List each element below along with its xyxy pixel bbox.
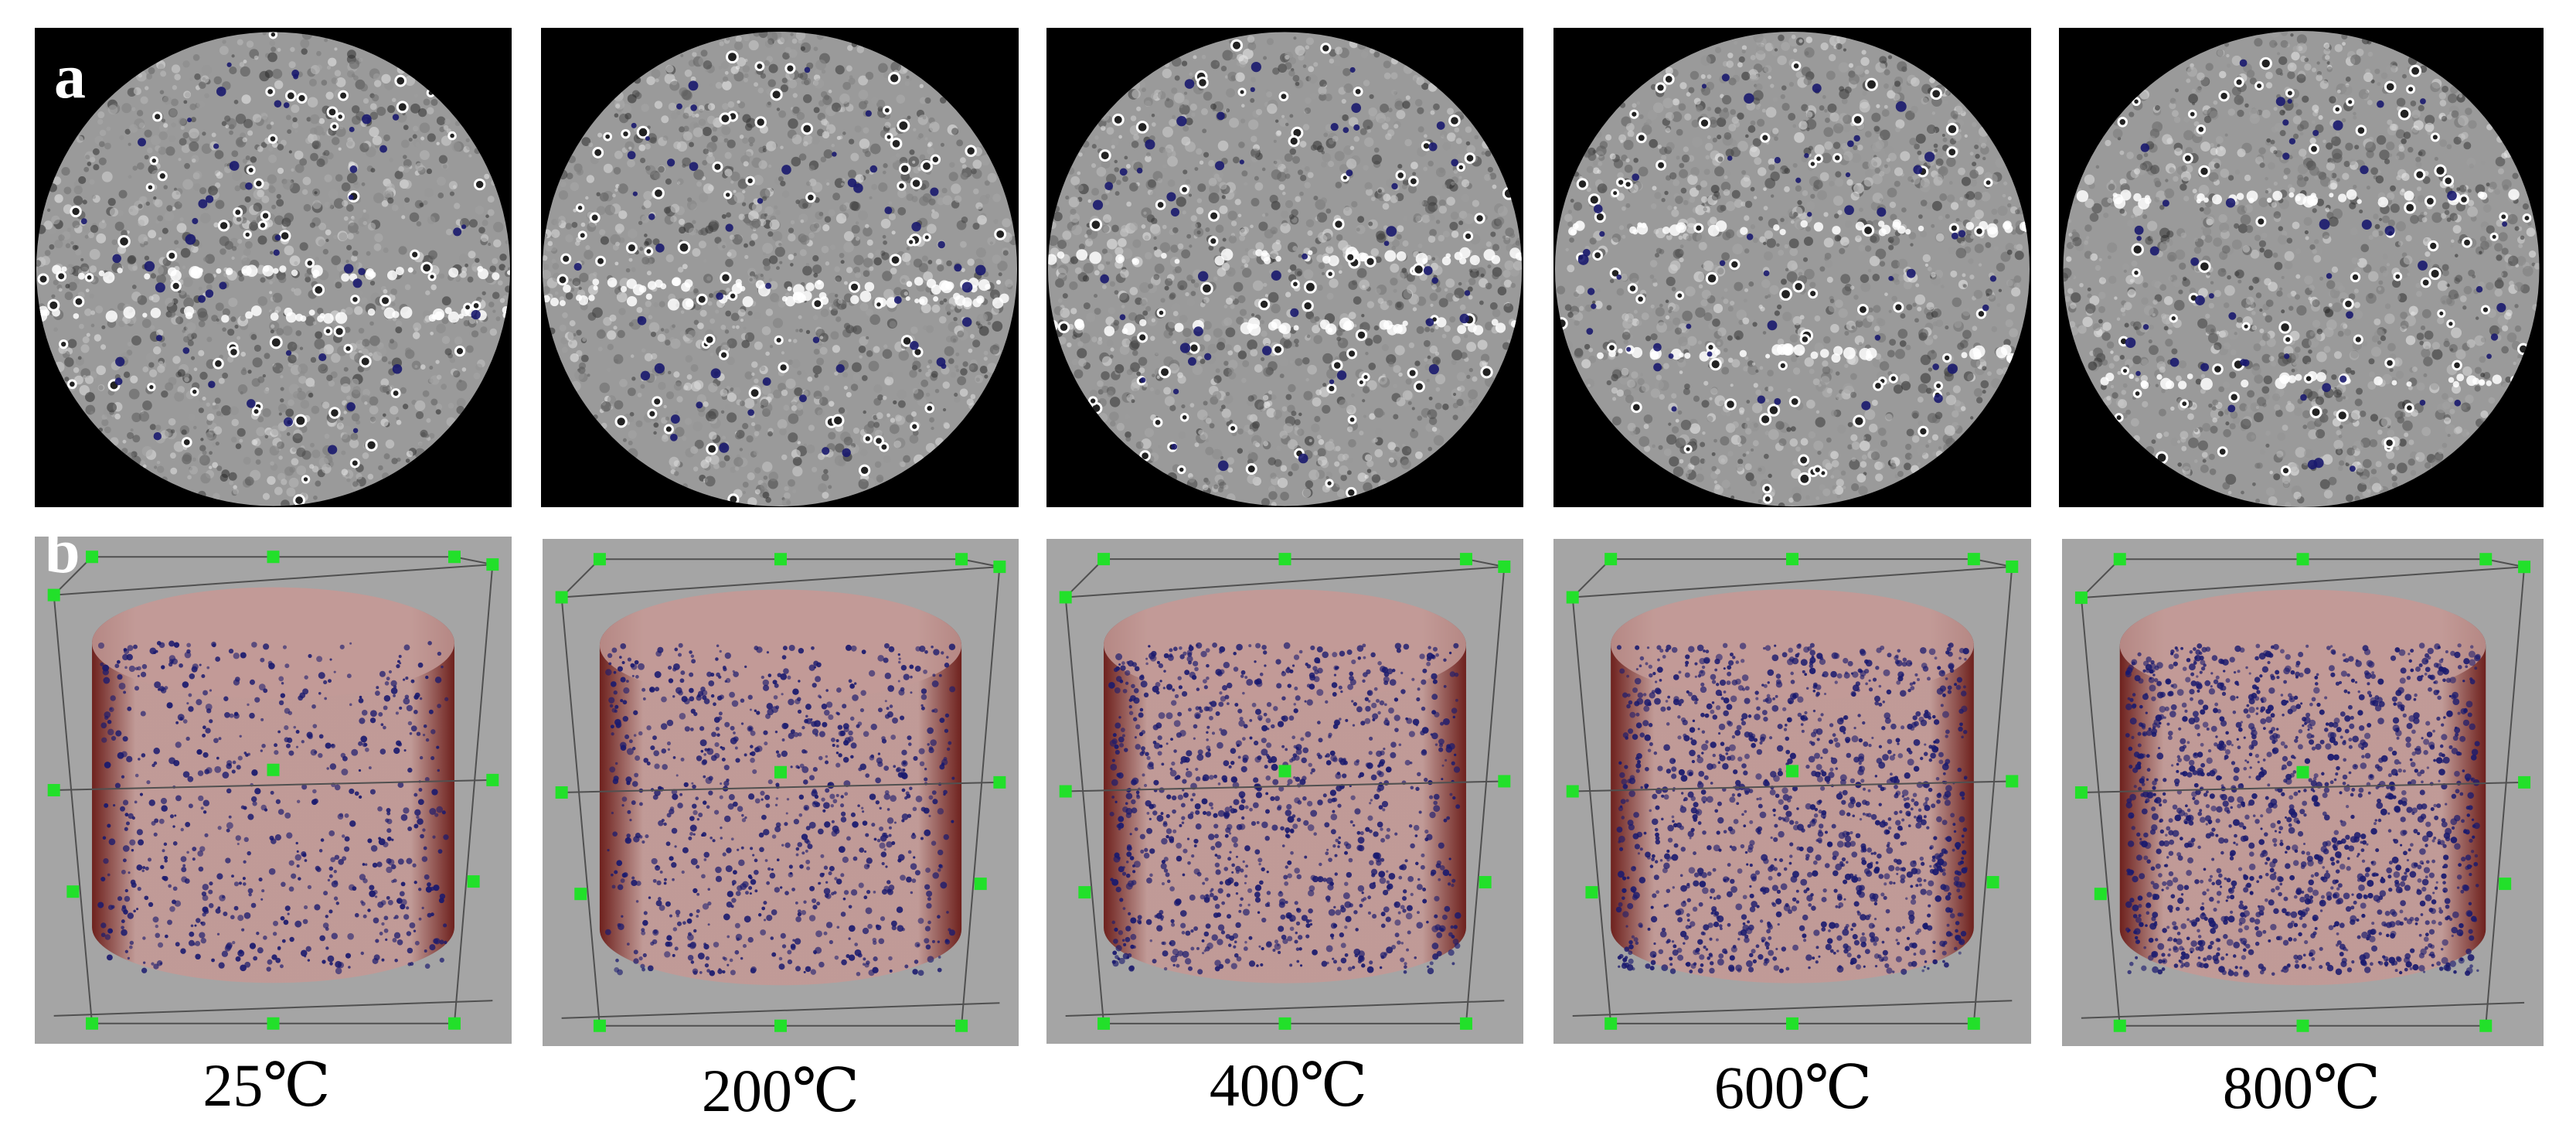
pore-render-image xyxy=(1553,539,2031,1044)
ct-slice-400 xyxy=(1046,28,1523,507)
row-label-a: a xyxy=(54,41,86,111)
pore-render-image xyxy=(35,537,512,1044)
ct-slice-600 xyxy=(1553,28,2031,507)
ct-slice-200 xyxy=(541,28,1019,507)
pore-render-200 xyxy=(543,539,1019,1046)
temperature-label-25: 25℃ xyxy=(202,1051,331,1119)
pore-render-25 xyxy=(35,537,512,1044)
temperature-label-600: 600℃ xyxy=(1713,1054,1873,1121)
temperature-label-400: 400℃ xyxy=(1209,1051,1368,1119)
pore-render-400 xyxy=(1046,539,1523,1044)
ct-slice-image xyxy=(2059,28,2544,507)
ct-slice-image xyxy=(35,28,512,507)
pore-render-image xyxy=(543,539,1019,1046)
ct-slice-800 xyxy=(2059,28,2544,507)
pore-render-600 xyxy=(1553,539,2031,1044)
pore-render-800 xyxy=(2062,539,2544,1046)
pore-render-image xyxy=(1046,539,1523,1044)
row-label-b: b xyxy=(45,516,80,586)
ct-slice-image xyxy=(1553,28,2031,507)
temperature-label-800: 800℃ xyxy=(2222,1054,2381,1121)
ct-slice-25 xyxy=(35,28,512,507)
ct-slice-image xyxy=(541,28,1019,507)
pore-render-image xyxy=(2062,539,2544,1046)
temperature-label-200: 200℃ xyxy=(701,1057,860,1124)
ct-slice-image xyxy=(1046,28,1523,507)
